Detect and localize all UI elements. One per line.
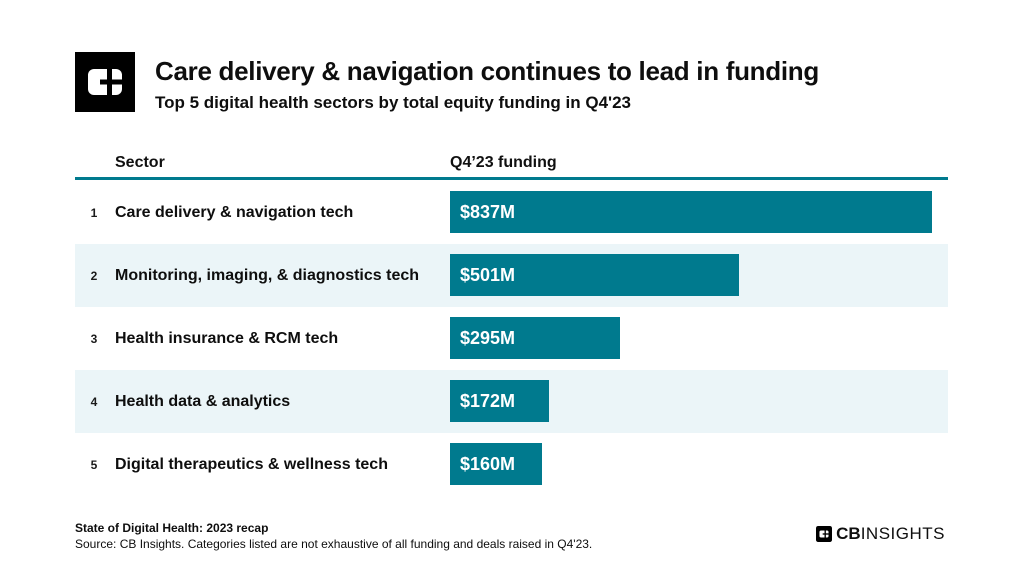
row-bar: $501M <box>450 254 739 296</box>
row-bar: $160M <box>450 443 542 485</box>
row-rank: 2 <box>90 268 98 283</box>
table-row: 4 Health data & analytics $172M <box>75 370 948 433</box>
row-rank: 1 <box>90 205 98 220</box>
row-bar-area: $295M <box>450 317 948 359</box>
cb-insights-logo-icon <box>75 52 135 112</box>
wordmark-cb: CB <box>836 524 861 543</box>
table-row: 3 Health insurance & RCM tech $295M <box>75 307 948 370</box>
footnote-source: Source: CB Insights. Categories listed a… <box>75 537 593 551</box>
row-bar: $837M <box>450 191 932 233</box>
row-sector-label: Care delivery & navigation tech <box>115 203 354 221</box>
column-header-sector: Sector <box>115 154 165 171</box>
row-bar-value: $295M <box>460 327 516 348</box>
row-bar: $172M <box>450 380 549 422</box>
row-sector-label: Digital therapeutics & wellness tech <box>115 455 388 473</box>
row-bar-value: $172M <box>460 390 516 411</box>
footnote: State of Digital Health: 2023 recap Sour… <box>75 520 592 552</box>
header-divider-line <box>75 177 948 180</box>
row-bar-value: $160M <box>460 453 516 474</box>
row-bar-value: $837M <box>460 201 516 222</box>
row-bar-area: $172M <box>450 380 948 422</box>
table-rows: 1 Care delivery & navigation tech $837M … <box>75 181 948 496</box>
row-bar-value: $501M <box>460 264 516 285</box>
page-subtitle: Top 5 digital health sectors by total eq… <box>155 93 631 112</box>
page-title: Care delivery & navigation continues to … <box>155 56 819 86</box>
cb-insights-wordmark: CB INSIGHTS <box>816 524 945 544</box>
wordmark-insights: INSIGHTS <box>860 524 945 543</box>
row-bar-area: $501M <box>450 254 948 296</box>
row-rank: 4 <box>90 394 98 409</box>
cb-insights-wordmark-icon <box>816 526 833 542</box>
row-sector-label: Monitoring, imaging, & diagnostics tech <box>115 266 420 284</box>
row-rank: 3 <box>90 331 98 346</box>
row-bar-area: $837M <box>450 191 948 233</box>
row-sector-label: Health data & analytics <box>115 392 291 410</box>
row-rank: 5 <box>90 457 98 472</box>
row-bar-area: $160M <box>450 443 948 485</box>
cb-insights-logo-glyph <box>75 52 135 112</box>
row-sector-label: Health insurance & RCM tech <box>115 329 339 347</box>
row-bar: $295M <box>450 317 620 359</box>
table-row: 1 Care delivery & navigation tech $837M <box>75 181 948 244</box>
footnote-report-title: State of Digital Health: 2023 recap <box>75 521 269 535</box>
table-row: 2 Monitoring, imaging, & diagnostics tec… <box>75 244 948 307</box>
column-header-funding: Q4’23 funding <box>450 154 557 171</box>
table-row: 5 Digital therapeutics & wellness tech $… <box>75 433 948 496</box>
